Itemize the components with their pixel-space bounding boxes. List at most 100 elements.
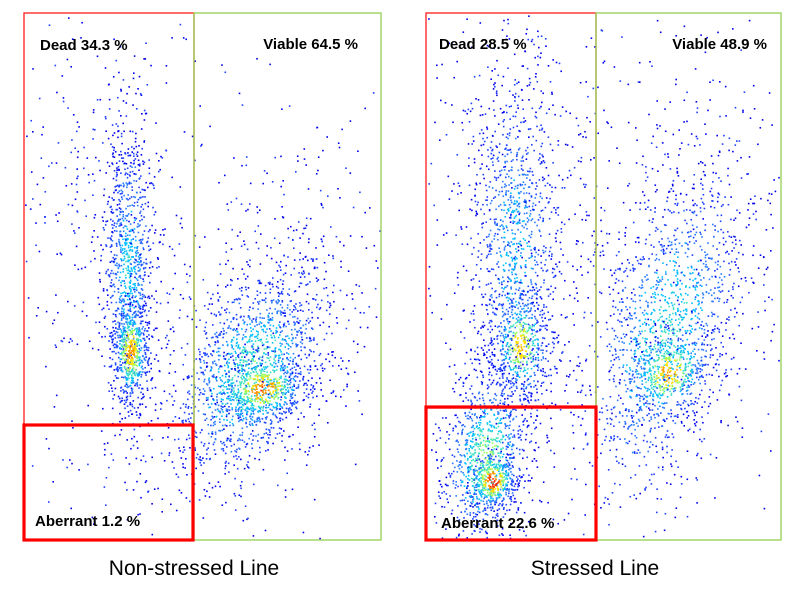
event-dot [133, 271, 136, 273]
event-dot [138, 263, 140, 266]
event-dot [266, 357, 268, 359]
event-dot [274, 401, 277, 404]
event-dot [225, 332, 228, 334]
event-dot [552, 59, 554, 61]
event-dot [545, 259, 547, 261]
event-dot [244, 370, 246, 372]
event-dot [531, 329, 534, 332]
event-dot [480, 167, 482, 170]
event-dot [133, 353, 135, 355]
event-dot [55, 162, 58, 164]
event-dot [137, 310, 139, 313]
event-dot [492, 300, 495, 302]
event-dot [135, 351, 138, 354]
event-dot [130, 354, 132, 357]
event-dot [121, 249, 124, 252]
event-dot [244, 384, 247, 386]
event-dot [182, 37, 185, 39]
event-dot [76, 130, 78, 133]
event-dot [224, 369, 226, 372]
event-dot [250, 362, 253, 365]
event-dot [255, 349, 258, 352]
event-dot [125, 401, 127, 404]
event-dot [152, 242, 155, 244]
event-dot [148, 295, 150, 298]
event-dot [297, 331, 299, 334]
event-dot [267, 411, 269, 414]
event-dot [121, 323, 123, 325]
event-dot [508, 149, 510, 151]
event-dot [182, 466, 184, 469]
event-dot [243, 467, 246, 470]
event-dot [101, 216, 104, 219]
event-dot [87, 174, 90, 176]
event-dot [480, 259, 482, 261]
event-dot [131, 130, 134, 133]
event-dot [254, 394, 256, 397]
event-dot [111, 335, 114, 337]
event-dot [502, 290, 504, 293]
event-dot [76, 343, 79, 346]
event-dot [178, 243, 181, 245]
event-dot [125, 303, 127, 306]
event-dot [290, 403, 293, 405]
event-dot [309, 406, 311, 408]
event-dot [146, 361, 149, 364]
event-dot [538, 214, 541, 216]
event-dot [113, 343, 116, 345]
event-dot [127, 154, 130, 157]
event-dot [126, 219, 128, 222]
event-dot [321, 240, 323, 243]
event-dot [130, 214, 133, 216]
event-dot [216, 396, 218, 398]
event-dot [265, 331, 267, 334]
event-dot [128, 220, 130, 223]
event-dot [281, 392, 283, 394]
event-dot [250, 395, 253, 397]
event-dot [516, 153, 518, 156]
event-dot [144, 371, 146, 374]
event-dot [144, 309, 146, 312]
event-dot [137, 198, 140, 201]
event-dot [135, 364, 137, 366]
event-dot [312, 258, 314, 261]
event-dot [113, 224, 115, 227]
event-dot [519, 130, 521, 133]
event-dot [148, 327, 150, 329]
event-dot [274, 406, 277, 409]
event-dot [261, 355, 264, 357]
event-dot [286, 370, 289, 372]
event-dot [299, 380, 301, 382]
event-dot [531, 324, 534, 326]
event-dot [536, 125, 538, 128]
event-dot [165, 346, 168, 349]
event-dot [117, 395, 120, 398]
event-dot [241, 427, 244, 430]
event-dot [502, 409, 505, 412]
event-dot [179, 23, 182, 26]
event-dot [314, 428, 316, 431]
event-dot [182, 378, 185, 381]
event-dot [245, 421, 247, 424]
event-dot [298, 442, 301, 445]
event-dot [258, 300, 261, 303]
event-dot [273, 382, 275, 384]
event-dot [277, 388, 279, 391]
event-dot [495, 422, 498, 425]
event-dot [245, 156, 248, 158]
event-dot [516, 343, 518, 346]
event-dot [265, 347, 268, 350]
event-dot [469, 416, 472, 418]
event-dot [154, 229, 157, 231]
event-dot [108, 98, 111, 101]
event-dot [113, 258, 116, 260]
event-dot [119, 296, 122, 298]
event-dot [251, 321, 254, 323]
event-dot [299, 237, 301, 239]
event-dot [243, 356, 246, 358]
event-dot [248, 467, 250, 469]
event-dot [118, 265, 121, 267]
event-dot [541, 127, 544, 130]
event-dot [520, 168, 523, 170]
event-dot [506, 226, 508, 229]
